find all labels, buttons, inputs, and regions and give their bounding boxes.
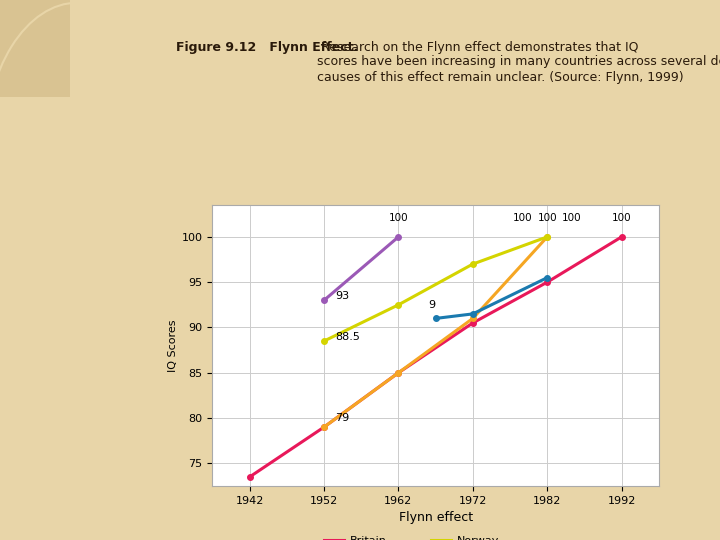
Text: 9: 9	[428, 300, 436, 310]
Text: Figure 9.12   Flynn Effect.: Figure 9.12 Flynn Effect.	[176, 40, 359, 53]
Line: Netherlands: Netherlands	[321, 234, 550, 430]
Norway	[394, 302, 402, 308]
Y-axis label: IQ Scores: IQ Scores	[168, 319, 178, 372]
Britain	[617, 234, 626, 240]
Text: 88.5: 88.5	[335, 332, 360, 341]
Netherlands	[543, 234, 552, 240]
Text: 100: 100	[612, 213, 631, 224]
Norway	[320, 338, 328, 345]
Legend: Britain, Netherlands, Israel, Norway, Belgium: Britain, Netherlands, Israel, Norway, Be…	[320, 531, 507, 540]
Text: 100: 100	[389, 213, 408, 224]
Israel	[543, 274, 552, 281]
Text: Research on the Flynn effect demonstrates that IQ
scores have been increasing in: Research on the Flynn effect demonstrate…	[317, 40, 720, 84]
Text: 100: 100	[513, 213, 532, 224]
Israel	[469, 310, 477, 317]
Britain	[320, 424, 328, 430]
Norway	[543, 234, 552, 240]
Britain	[246, 474, 254, 480]
Britain	[543, 279, 552, 286]
Belgium	[320, 297, 328, 303]
Line: Israel: Israel	[433, 275, 550, 321]
Bar	[0, 0, 70, 97]
Text: 100: 100	[537, 213, 557, 224]
Netherlands	[394, 369, 402, 376]
Text: 93: 93	[335, 291, 349, 301]
Netherlands	[320, 424, 328, 430]
Norway	[469, 261, 477, 267]
Israel	[431, 315, 440, 322]
Line: Norway: Norway	[321, 234, 550, 344]
Netherlands	[469, 315, 477, 322]
Line: Belgium: Belgium	[321, 234, 401, 303]
Belgium	[394, 234, 402, 240]
Line: Britain: Britain	[247, 234, 624, 480]
Britain	[469, 320, 477, 326]
Text: 100: 100	[562, 213, 582, 224]
Text: 79: 79	[335, 413, 349, 423]
X-axis label: Flynn effect: Flynn effect	[399, 511, 472, 524]
Britain	[394, 369, 402, 376]
